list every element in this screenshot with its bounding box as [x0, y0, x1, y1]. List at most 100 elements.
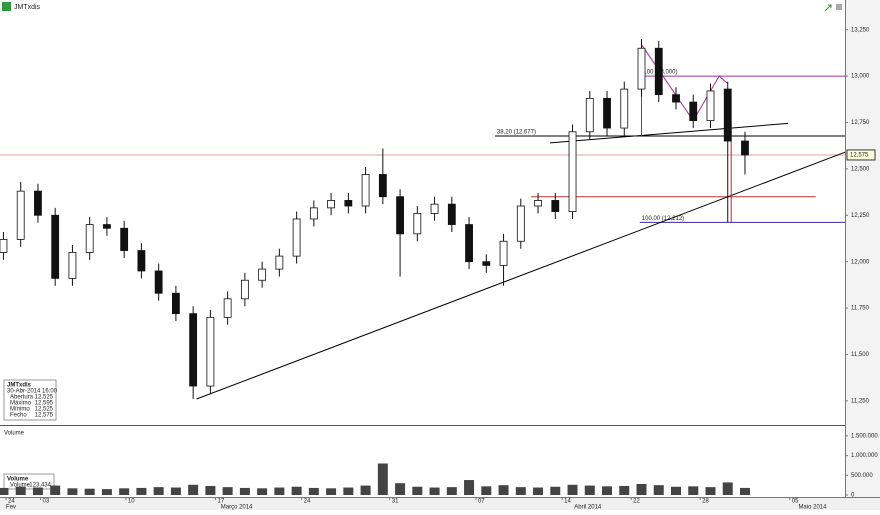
volume-bar [32, 487, 43, 496]
candle-body [741, 140, 749, 156]
month-label: Abril 2014 [574, 505, 602, 510]
x-tick-label: 24 [304, 499, 311, 505]
volume-bar [395, 483, 406, 496]
volume-bar [498, 485, 509, 496]
x-tick-label: 28 [702, 499, 709, 505]
volume-bar [481, 486, 492, 496]
candle-body [516, 205, 525, 242]
volume-bar [412, 486, 423, 496]
y-tick-label: 12,500 [851, 166, 870, 172]
volume-bar [153, 487, 164, 496]
candle-body [223, 298, 232, 318]
candle-body [499, 240, 508, 266]
candle-body [482, 261, 491, 266]
volume-box-value: 123,434 [29, 483, 51, 489]
x-tick-label: 10 [128, 499, 135, 505]
fib-label: 100,00 (12,212) [642, 216, 684, 222]
candle-body [120, 227, 129, 251]
volume-bar [619, 485, 630, 496]
candle-body [361, 174, 370, 207]
volume-bar [688, 486, 699, 496]
candle-body [34, 190, 42, 216]
volume-bar [653, 485, 664, 496]
info-key: Abertura [10, 395, 34, 401]
drawn-line [641, 44, 729, 122]
volume-box-frame [3, 473, 55, 490]
volume-tick-label: 1.000.000 [851, 453, 878, 459]
info-value: 12,525 [35, 395, 54, 401]
candle-body [637, 47, 646, 90]
volume-bar [101, 489, 112, 496]
volume-bar [170, 487, 181, 496]
candle-body [327, 200, 336, 209]
candle-body [603, 97, 611, 129]
candle-body [413, 213, 422, 235]
volume-bar [722, 482, 733, 496]
volume-bar [15, 486, 26, 496]
y-tick-label: 12,250 [851, 213, 870, 219]
y-tick-label: 12,750 [851, 120, 870, 126]
info-key: Mínimo [10, 407, 30, 413]
x-tick-label: 31 [392, 499, 399, 505]
volume-bar [84, 488, 95, 496]
volume-bar [274, 487, 285, 496]
candle-body [706, 90, 715, 122]
x-tick-label: 24 [8, 499, 15, 505]
volume-box-key: Volume [10, 483, 31, 489]
month-label: Fev [6, 505, 16, 510]
candle-body [723, 88, 732, 142]
candle-body [137, 250, 146, 272]
y-tick-label: 11,500 [851, 352, 870, 358]
candle-body [258, 268, 267, 281]
volume-bar [67, 488, 78, 496]
info-value: 12,525 [35, 407, 54, 413]
info-value: 12,575 [35, 413, 54, 419]
volume-bar [446, 487, 457, 496]
volume-bar [705, 487, 716, 496]
candle-body [189, 313, 198, 387]
candle-body [447, 203, 456, 225]
volume-bar [515, 487, 526, 496]
candle-body [465, 224, 473, 263]
info-key: Máximo [10, 401, 32, 407]
time-axis-area [0, 497, 880, 510]
x-tick-label: 14 [564, 499, 571, 505]
volume-bar [188, 484, 199, 496]
volume-bar [50, 485, 61, 496]
info-key: Fecho [10, 413, 27, 419]
candle-body [292, 218, 301, 257]
volume-bar [636, 483, 647, 496]
last-price-label: 12,575 [850, 153, 869, 159]
month-label: Março 2014 [221, 505, 253, 510]
candle-body [206, 316, 215, 387]
volume-bar [343, 487, 354, 496]
volume-bar [257, 488, 268, 496]
trend-icon[interactable] [824, 4, 832, 12]
info-date: 30-Abr-2014 16:00 [7, 389, 58, 395]
candle-body [534, 200, 542, 207]
volume-panel-label[interactable]: Volume [4, 431, 25, 437]
settings-icon[interactable] [836, 4, 842, 10]
candle-body [568, 131, 577, 212]
volume-bar [119, 488, 130, 496]
candle-body [16, 190, 25, 240]
x-tick-label: 05 [792, 499, 799, 505]
volume-bar [739, 487, 750, 496]
y-tick-label: 11,750 [851, 306, 870, 312]
info-value: 12,595 [35, 401, 54, 407]
info-title: JMTxdis [7, 383, 32, 389]
volume-bar [308, 487, 319, 496]
volume-bar [360, 485, 371, 496]
drawn-line [196, 151, 846, 400]
candle-body [275, 255, 284, 270]
volume-bar [429, 487, 440, 496]
candle-body [0, 239, 8, 253]
volume-bar [291, 486, 302, 496]
volume-bar [222, 487, 233, 496]
y-tick-label: 12,000 [851, 259, 870, 265]
candle-body [620, 88, 629, 129]
candle-body [672, 94, 680, 103]
y-tick-label: 13,000 [851, 74, 870, 80]
